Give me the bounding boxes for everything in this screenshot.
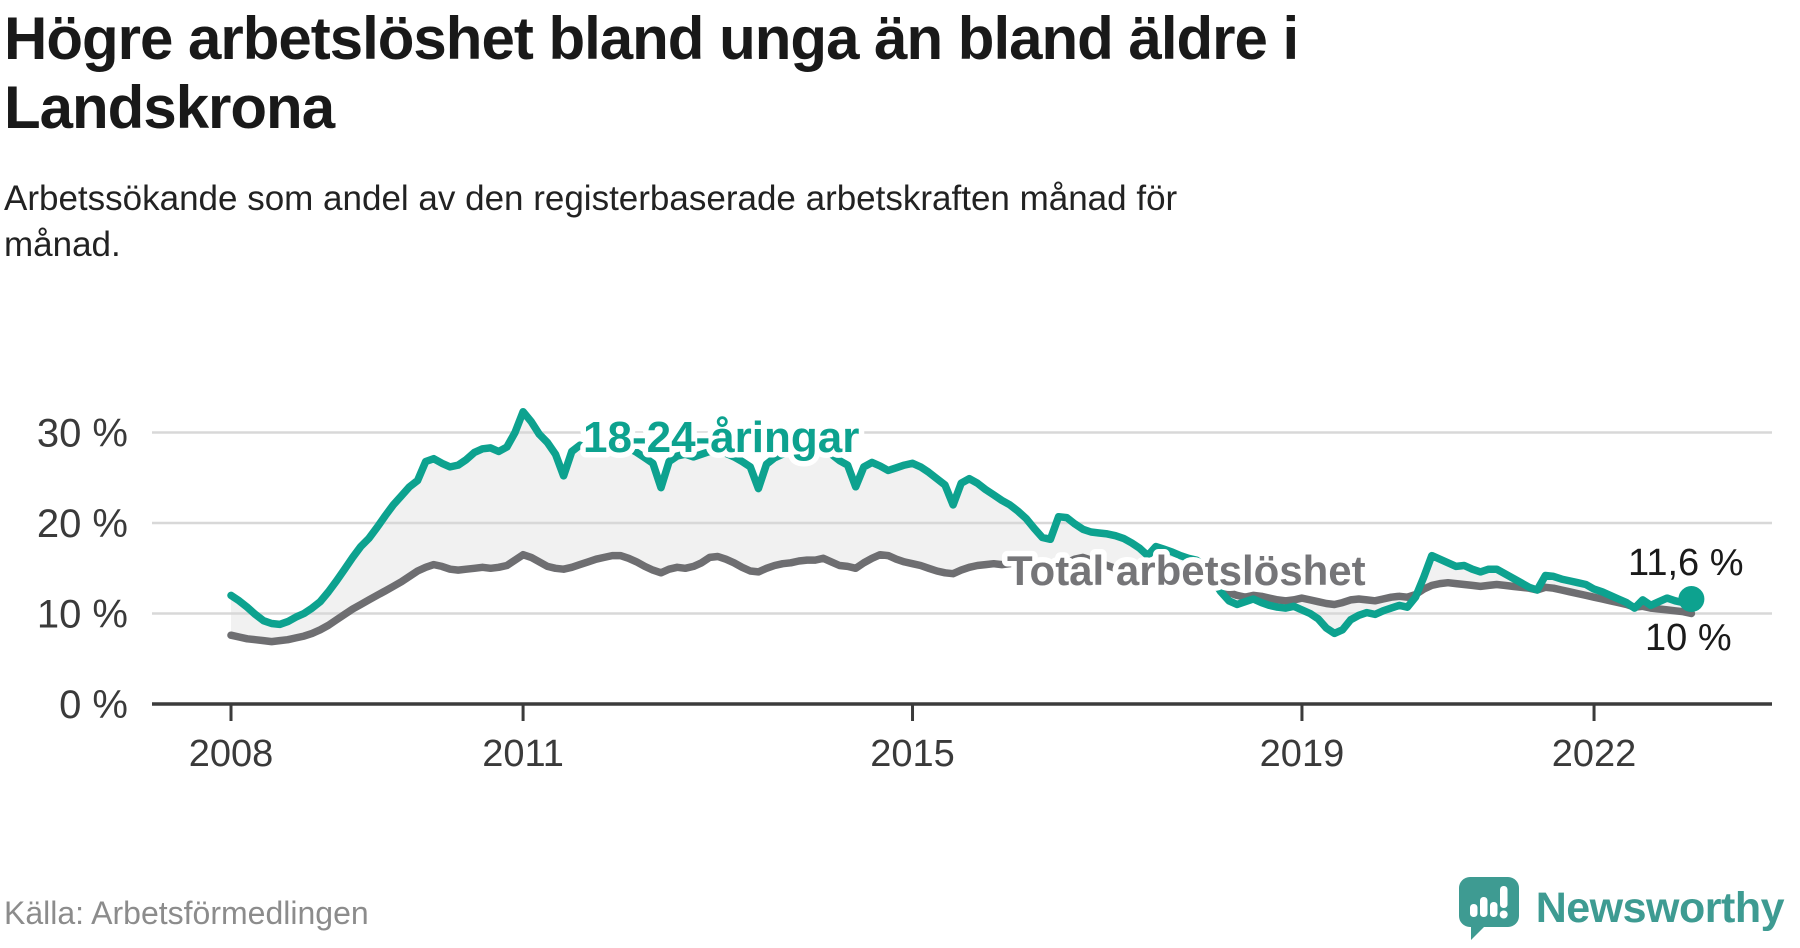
x-axis: [152, 702, 1772, 721]
x-tick-label-2022: 2022: [1552, 733, 1637, 775]
area-fill: [231, 411, 1692, 642]
chart-title: Högre arbetslöshet bland unga än bland ä…: [4, 5, 1299, 141]
x-tick-label-2008: 2008: [189, 733, 274, 775]
source-note: Källa: Arbetsförmedlingen: [4, 895, 369, 931]
between-series-fill: [231, 411, 1692, 642]
newsworthy-logo[interactable]: Newsworthy: [1458, 876, 1785, 940]
y-tick-label-10: 10 %: [37, 593, 128, 637]
total-line: [227, 550, 1696, 646]
end-value-total: 10 %: [1645, 617, 1732, 659]
series-label-total: Total arbetslöshet: [1007, 547, 1366, 594]
x-tick-label-2015: 2015: [870, 733, 955, 775]
end-value-youth: 11,6 %: [1628, 542, 1743, 584]
y-tick-label-0: 0 %: [59, 683, 128, 727]
x-tick-label-2011: 2011: [482, 733, 564, 775]
chart-subtitle: Arbetssökande som andel av den registerb…: [4, 179, 1178, 265]
y-axis-labels: 0 % 10 % 20 % 30 %: [37, 412, 128, 728]
series-label-youth: 18-24-åringar: [583, 413, 859, 462]
x-tick-label-2019: 2019: [1260, 733, 1345, 775]
newsworthy-wordmark: Newsworthy: [1535, 883, 1785, 932]
youth-line: [227, 407, 1696, 638]
grid-lines: [152, 431, 1772, 615]
x-axis-labels: 2008 2011 2015 2019 2022: [189, 733, 1637, 775]
y-tick-label-20: 20 %: [37, 502, 128, 546]
y-tick-label-30: 30 %: [37, 412, 128, 456]
series-lines: [227, 407, 1696, 646]
youth-end-dot: [1678, 586, 1705, 613]
newsworthy-icon: [1458, 877, 1519, 940]
